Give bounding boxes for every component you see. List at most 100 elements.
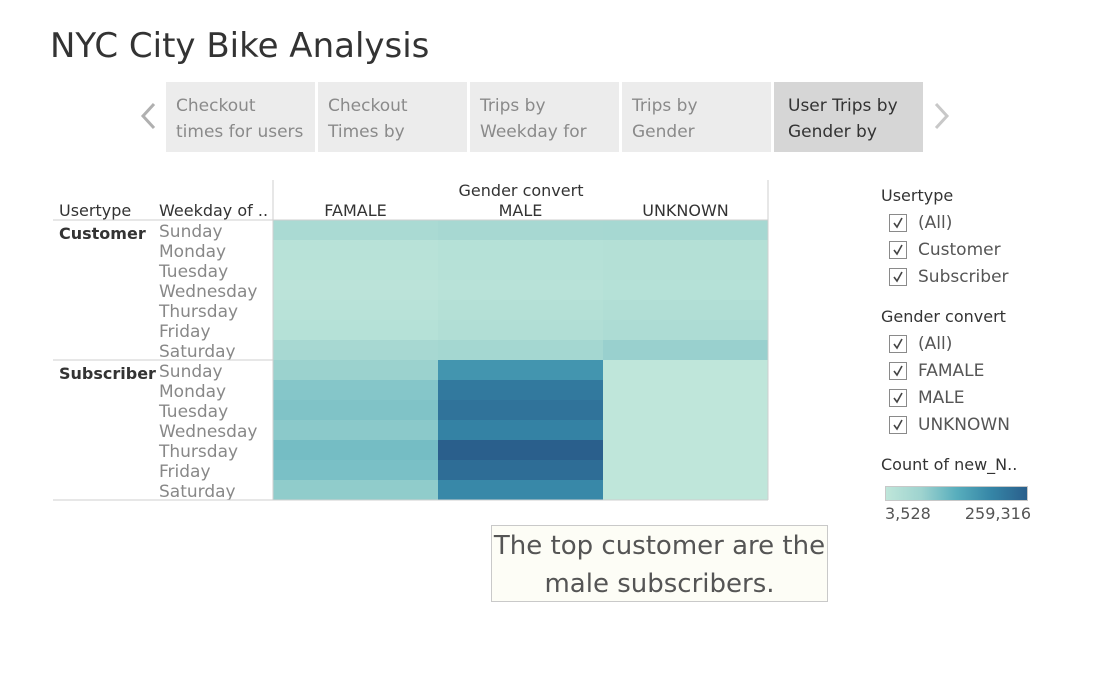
group-label-subscriber: Subscriber [59, 364, 156, 383]
row-label-wednesday: Wednesday [159, 422, 257, 442]
checkbox-checked-icon[interactable] [889, 361, 907, 380]
option-label: MALE [918, 387, 965, 408]
heatmap-chart: Gender convert Usertype Weekday of .. FA… [53, 180, 769, 502]
heatmap-cell[interactable] [438, 380, 603, 400]
heatmap-cell[interactable] [603, 360, 768, 380]
option-label: (All) [918, 212, 953, 233]
heatmap-cell[interactable] [603, 460, 768, 480]
tab-user-trips-by-gender[interactable]: User Trips by Gender by [774, 82, 923, 152]
gender-filter: Gender convert (All) FAMALE MALE UNKNOWN [881, 307, 1010, 438]
heatmap-cell[interactable] [273, 460, 438, 480]
tab-line1: Checkout [176, 96, 256, 116]
row-label-monday: Monday [159, 382, 226, 402]
checkbox-checked-icon[interactable] [889, 415, 907, 434]
nav-next-button[interactable] [930, 98, 952, 134]
tab-line2: Times by [328, 122, 405, 142]
tab-line2: times for users [176, 122, 304, 142]
row-header-weekday: Weekday of .. [159, 201, 268, 220]
row-label-monday: Monday [159, 242, 226, 262]
tab-trips-by-weekday[interactable]: Trips by Weekday for [470, 82, 619, 152]
option-label: (All) [918, 333, 953, 354]
gender-option-famale[interactable]: FAMALE [889, 357, 1010, 384]
gender-option-all[interactable]: (All) [889, 330, 1010, 357]
heatmap-cell[interactable] [273, 360, 438, 380]
tab-line1: Checkout [328, 96, 408, 116]
row-label-friday: Friday [159, 322, 211, 342]
heatmap-cell[interactable] [438, 300, 603, 320]
heatmap-cell[interactable] [273, 440, 438, 460]
heatmap-cell[interactable] [438, 280, 603, 300]
row-label-thursday: Thursday [158, 302, 238, 322]
heatmap-cell[interactable] [273, 320, 438, 340]
heatmap-cell[interactable] [273, 340, 438, 360]
heatmap-cell[interactable] [603, 440, 768, 460]
row-label-sunday: Sunday [159, 222, 223, 242]
usertype-option-customer[interactable]: Customer [889, 236, 1009, 263]
heatmap-cell[interactable] [603, 240, 768, 260]
heatmap-cell[interactable] [438, 220, 603, 240]
heatmap-cell[interactable] [603, 380, 768, 400]
checkbox-checked-icon[interactable] [889, 334, 907, 353]
heatmap-cell[interactable] [273, 480, 438, 500]
usertype-option-subscriber[interactable]: Subscriber [889, 263, 1009, 290]
heatmap-cell[interactable] [438, 260, 603, 280]
option-label: UNKNOWN [918, 414, 1010, 435]
row-label-wednesday: Wednesday [159, 282, 257, 302]
color-gradient-bar [885, 486, 1028, 501]
heatmap-cell[interactable] [603, 480, 768, 500]
heatmap-cell[interactable] [603, 420, 768, 440]
tab-line2: Weekday for [480, 122, 587, 142]
heatmap-cell[interactable] [603, 300, 768, 320]
heatmap-cell[interactable] [603, 340, 768, 360]
heatmap-cell[interactable] [273, 220, 438, 240]
tab-line2: Gender by [788, 122, 877, 142]
column-group-header: Gender convert [459, 181, 584, 200]
checkbox-checked-icon[interactable] [889, 213, 907, 232]
nav-prev-button[interactable] [138, 98, 160, 134]
row-label-tuesday: Tuesday [158, 262, 228, 282]
row-header-usertype: Usertype [59, 201, 131, 220]
page-title: NYC City Bike Analysis [50, 26, 430, 66]
row-label-sunday: Sunday [159, 362, 223, 382]
gender-option-unknown[interactable]: UNKNOWN [889, 411, 1010, 438]
heatmap-cell[interactable] [438, 460, 603, 480]
tab-checkout-times-by[interactable]: Checkout Times by [318, 82, 467, 152]
heatmap-cell[interactable] [273, 280, 438, 300]
heatmap-cell[interactable] [603, 260, 768, 280]
heatmap-cell[interactable] [273, 400, 438, 420]
heatmap-cell[interactable] [603, 320, 768, 340]
heatmap-cell[interactable] [603, 220, 768, 240]
heatmap-cell[interactable] [273, 420, 438, 440]
heatmap-cell[interactable] [273, 240, 438, 260]
heatmap-cell[interactable] [438, 480, 603, 500]
heatmap-cell[interactable] [438, 400, 603, 420]
gender-option-male[interactable]: MALE [889, 384, 1010, 411]
option-label: Subscriber [918, 266, 1009, 287]
heatmap-cell[interactable] [603, 400, 768, 420]
heatmap-cell[interactable] [273, 260, 438, 280]
heatmap-cell[interactable] [438, 240, 603, 260]
tab-line1: Trips by [480, 96, 546, 116]
heatmap-cell[interactable] [273, 300, 438, 320]
group-label-customer: Customer [59, 224, 146, 243]
tab-checkout-times-users[interactable]: Checkout times for users [166, 82, 315, 152]
color-legend-min: 3,528 [885, 504, 931, 523]
heatmap-cell[interactable] [603, 280, 768, 300]
heatmap-cell[interactable] [438, 420, 603, 440]
checkbox-checked-icon[interactable] [889, 240, 907, 259]
gender-filter-title: Gender convert [881, 307, 1006, 326]
heatmap-cell[interactable] [273, 380, 438, 400]
heatmap-cell[interactable] [438, 340, 603, 360]
checkbox-checked-icon[interactable] [889, 388, 907, 407]
row-label-friday: Friday [159, 462, 211, 482]
heatmap-cell[interactable] [438, 440, 603, 460]
usertype-option-all[interactable]: (All) [889, 209, 1009, 236]
heatmap-cell[interactable] [438, 360, 603, 380]
checkbox-checked-icon[interactable] [889, 267, 907, 286]
heatmap-cell[interactable] [438, 320, 603, 340]
color-legend-max: 259,316 [964, 504, 1031, 523]
column-header-famale: FAMALE [324, 201, 386, 220]
tab-trips-by-gender[interactable]: Trips by Gender [622, 82, 771, 152]
row-label-thursday: Thursday [158, 442, 238, 462]
annotation-box: The top customer are the male subscriber… [491, 525, 828, 602]
